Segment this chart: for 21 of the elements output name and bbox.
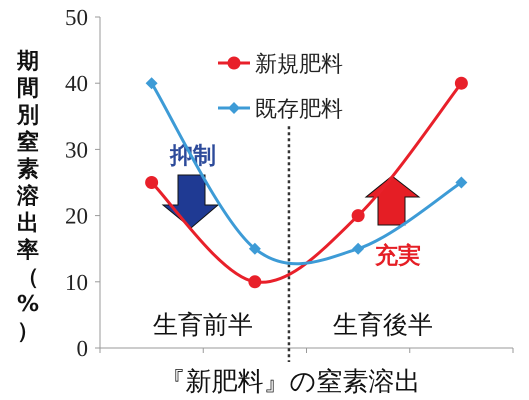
- y-tick-label: 50: [65, 5, 88, 30]
- legend-label: 既存肥料: [255, 97, 343, 122]
- point: [352, 242, 364, 255]
- y-tick-label: 30: [65, 137, 88, 162]
- point: [248, 275, 262, 288]
- x-axis-title: 『新肥料』の窒素溶出: [160, 367, 420, 397]
- annotation: 生育後半: [333, 310, 433, 339]
- legend-label: 新規肥料: [255, 52, 343, 77]
- annotation: 充実: [374, 242, 421, 269]
- y-tick-label: 20: [65, 204, 88, 229]
- point: [145, 176, 158, 189]
- point: [352, 209, 365, 222]
- point: [146, 77, 158, 90]
- annotation: 生育前半: [153, 310, 253, 339]
- text: 期間別窒素溶出率（%）: [16, 49, 40, 344]
- y-tick-label: 10: [65, 270, 88, 295]
- point: [455, 176, 468, 188]
- point: [454, 76, 468, 90]
- point: [248, 242, 261, 255]
- y-tick-label: 0: [76, 336, 88, 361]
- y-tick-label: 40: [65, 71, 88, 96]
